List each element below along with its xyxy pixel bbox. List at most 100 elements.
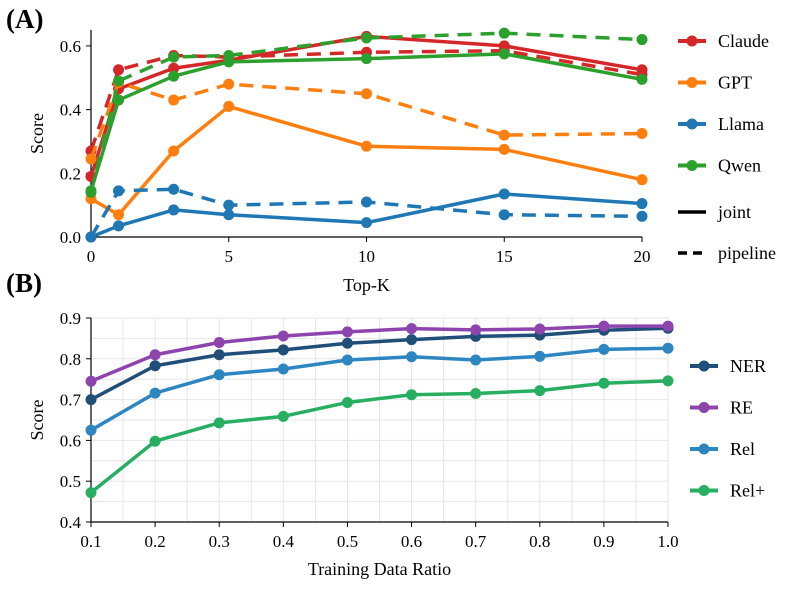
panel-b-xlabel: Training Data Ratio bbox=[308, 559, 451, 579]
panel-a-point-llama-joint bbox=[168, 204, 180, 216]
panel-b-point-rel-plus bbox=[534, 385, 546, 397]
panel-b-point-rel-plus bbox=[598, 377, 610, 389]
panel-a-ytick-label: 0.4 bbox=[60, 101, 82, 120]
panel-a-point-qwen-pipeline bbox=[113, 75, 125, 87]
panel-b-ytick-label: 0.7 bbox=[60, 391, 82, 410]
panel-b-legend-label-ner: NER bbox=[730, 356, 766, 376]
panel-a-point-llama-pipeline bbox=[361, 196, 372, 208]
panel-a-point-gpt-joint bbox=[113, 209, 125, 221]
panel-b-legend-marker-rel-plus bbox=[698, 485, 710, 496]
panel-b-point-rel bbox=[277, 363, 289, 375]
panel-a-ytick-label: 0.2 bbox=[60, 164, 81, 183]
panel-b-xtick-label: 1.0 bbox=[657, 532, 678, 551]
panel-b-point-rel-plus bbox=[470, 387, 482, 399]
panel-b-point-rel bbox=[662, 342, 674, 354]
panel-b-point-rel bbox=[598, 343, 610, 355]
panel-b-point-rel-plus bbox=[149, 435, 161, 447]
panel-a-point-qwen-pipeline bbox=[361, 32, 372, 44]
panel-b-point-rel-plus bbox=[406, 389, 418, 401]
panel-b-ytick-label: 0.8 bbox=[60, 350, 81, 369]
panel-b-point-rel bbox=[85, 424, 97, 436]
panel-b-line-rel bbox=[90, 346, 669, 432]
panel-b-xtick-label: 0.1 bbox=[80, 532, 101, 551]
panel-a-legend-label-pipeline: pipeline bbox=[718, 243, 776, 263]
panel-b-point-ner bbox=[85, 394, 97, 406]
panel-b-point-rel-plus bbox=[662, 375, 674, 387]
panel-b-ytick-label: 0.4 bbox=[60, 513, 82, 532]
panel-b-point-rel bbox=[341, 354, 353, 366]
panel-b-point-re bbox=[277, 330, 289, 342]
panel-b-label: (B) bbox=[6, 268, 42, 298]
panel-b-xtick-label: 0.5 bbox=[337, 532, 358, 551]
panel-a-point-llama-joint bbox=[223, 209, 235, 221]
panel-a-legend-label-joint: joint bbox=[717, 202, 751, 222]
panel-b-point-rel-plus bbox=[85, 487, 97, 499]
panel-b-point-re bbox=[85, 375, 97, 387]
panel-b-xtick-label: 0.6 bbox=[401, 532, 422, 551]
panel-a-xtick-label: 10 bbox=[358, 247, 375, 266]
panel-a-point-llama-pipeline bbox=[168, 183, 180, 195]
panel-b-point-rel bbox=[213, 369, 225, 381]
panel-b-point-re bbox=[149, 349, 161, 361]
panel-b-point-re bbox=[213, 336, 225, 348]
panel-a-point-llama-joint bbox=[636, 198, 648, 210]
panel-a-point-qwen-joint bbox=[498, 48, 510, 60]
panel-b-xtick-label: 0.7 bbox=[465, 532, 487, 551]
panel-a-point-qwen-pipeline bbox=[636, 34, 648, 46]
panel-b-point-rel-plus bbox=[277, 410, 289, 422]
panel-b-point-rel bbox=[149, 387, 161, 399]
panel-a-ytick-label: 0.0 bbox=[60, 228, 81, 247]
panel-a-point-qwen-joint bbox=[636, 73, 648, 85]
panel-b-ylabel: Score bbox=[27, 399, 47, 440]
panel-b-point-rel bbox=[470, 354, 482, 366]
panel-b-point-ner bbox=[149, 360, 161, 372]
panel-a-legend-marker-claude bbox=[686, 35, 698, 47]
panel-b-point-ner bbox=[406, 334, 418, 346]
panel-a-xtick-label: 0 bbox=[87, 247, 96, 266]
panel-b-legend-label-rel: Rel bbox=[730, 439, 755, 459]
panel-b-point-rel bbox=[534, 350, 546, 362]
panel-a-point-llama-pipeline bbox=[636, 210, 648, 222]
panel-a-xtick-label: 5 bbox=[225, 247, 234, 266]
panel-b-ytick-label: 0.9 bbox=[60, 309, 81, 328]
panel-a-point-llama-joint bbox=[113, 220, 125, 232]
panel-a-legend-label-gpt: GPT bbox=[718, 73, 752, 93]
panel-b-legend-marker-re bbox=[698, 402, 710, 413]
panel-b-xtick-label: 0.2 bbox=[144, 532, 165, 551]
panel-a-legend-marker-gpt bbox=[686, 77, 698, 88]
panel-b-xtick-label: 0.3 bbox=[209, 532, 230, 551]
panel-b-point-ner bbox=[213, 349, 225, 361]
panel-b-point-rel-plus bbox=[341, 396, 353, 408]
panel-a-point-llama-pipeline bbox=[113, 185, 125, 197]
panel-a-point-llama-joint bbox=[361, 217, 372, 229]
panel-a-point-qwen-pipeline bbox=[168, 51, 180, 63]
panel-b-point-re bbox=[470, 324, 482, 336]
panel-b-xtick-label: 0.9 bbox=[593, 532, 614, 551]
panel-a-legend-marker-qwen bbox=[686, 160, 698, 171]
panel-b-point-re bbox=[662, 320, 674, 332]
panel-a-point-llama-pipeline bbox=[223, 199, 235, 211]
panel-a-point-gpt-pipeline bbox=[636, 128, 648, 139]
panel-b-point-rel-plus bbox=[213, 417, 225, 429]
panel-b-point-ner bbox=[277, 344, 289, 356]
panel-a-point-gpt-pipeline bbox=[168, 94, 180, 106]
panel-b-xtick-label: 0.4 bbox=[273, 532, 295, 551]
panel-a-point-qwen-joint bbox=[168, 70, 180, 82]
panel-b-line-rel-plus bbox=[89, 379, 669, 494]
panel-a-ytick-label: 0.6 bbox=[60, 37, 81, 56]
panel-a-ylabel: Score bbox=[27, 113, 47, 154]
panel-a-point-gpt-joint bbox=[223, 100, 235, 112]
panel-a-xlabel: Top-K bbox=[343, 275, 390, 295]
panel-b-legend-label-rel-plus: Rel+ bbox=[730, 481, 765, 501]
panel-b-legend-marker-ner bbox=[698, 360, 710, 372]
panel-a-point-qwen-pipeline bbox=[498, 27, 510, 39]
panel-b-xtick-label: 0.8 bbox=[529, 532, 550, 551]
panel-a-point-qwen-pipeline bbox=[223, 49, 235, 61]
panel-a-point-claude-pipeline bbox=[113, 64, 125, 76]
panel-a-point-gpt-pipeline bbox=[498, 129, 510, 141]
panel-a-point-gpt-joint bbox=[361, 140, 372, 152]
panel-a-point-llama-pipeline bbox=[85, 231, 97, 243]
panel-a-legend-label-qwen: Qwen bbox=[718, 156, 761, 176]
panel-b-point-re bbox=[534, 323, 546, 335]
